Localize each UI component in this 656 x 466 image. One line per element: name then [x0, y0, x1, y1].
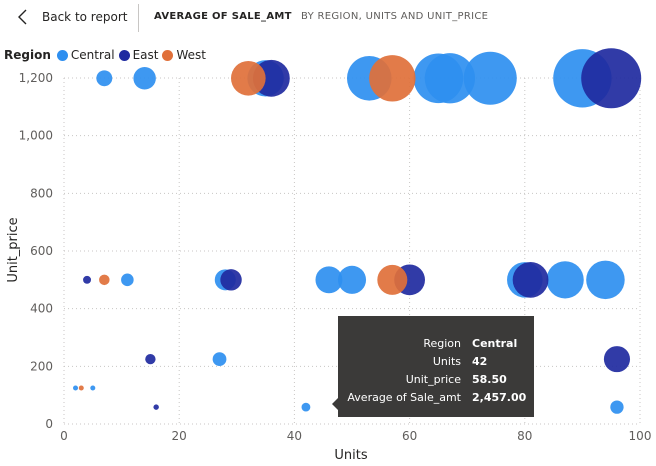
bubble-central[interactable]: [73, 385, 79, 391]
legend-label-east: East: [132, 48, 159, 62]
bubble-east[interactable]: [581, 48, 642, 109]
bubble-central[interactable]: [424, 53, 476, 104]
legend-title: Region: [4, 48, 51, 62]
x-tick-label: 100: [629, 429, 652, 443]
bubble-east[interactable]: [512, 261, 549, 298]
x-axis-ticks: 0 20 40 60 80 100: [60, 429, 651, 443]
back-label: Back to report: [42, 10, 128, 24]
vertical-scrollbar[interactable]: [651, 36, 656, 466]
legend-dot-west-icon: [162, 49, 174, 61]
bubble-west[interactable]: [377, 264, 408, 295]
y-tick-label: 400: [30, 302, 53, 316]
bubble-central[interactable]: [133, 67, 156, 90]
tooltip-label: Units: [432, 355, 461, 368]
y-axis-label: Unit_price: [6, 217, 21, 282]
chart-legend: Region Central East West: [4, 46, 210, 64]
tooltip-label: Region: [423, 337, 461, 350]
y-tick-label: 1,000: [19, 129, 53, 143]
legend-dot-east-icon: [118, 49, 130, 61]
x-tick-label: 80: [517, 429, 532, 443]
y-axis-ticks: 0 200 400 600 800 1,000 1,200: [19, 71, 53, 431]
bubble-central[interactable]: [301, 402, 311, 412]
x-tick-label: 40: [287, 429, 302, 443]
breadcrumb-measure: AVERAGE OF SALE_AMT: [154, 11, 292, 22]
legend-item-east[interactable]: East: [118, 48, 159, 62]
bubble-central[interactable]: [315, 266, 343, 294]
legend-item-central[interactable]: Central: [56, 48, 115, 62]
legend-item-west[interactable]: West: [162, 48, 206, 62]
x-tick-label: 20: [172, 429, 187, 443]
tooltip-row-region: Region Central: [338, 335, 534, 353]
tooltip-label: Unit_price: [405, 373, 461, 386]
tooltip-value: 58.50: [472, 373, 507, 386]
y-tick-label: 800: [30, 186, 53, 200]
x-tick-label: 60: [402, 429, 417, 443]
bubble-west[interactable]: [78, 385, 84, 391]
tooltip-row-unit-price: Unit_price 58.50: [338, 371, 534, 389]
chart-bubbles[interactable]: [73, 48, 642, 414]
bubble-east[interactable]: [153, 404, 159, 410]
breadcrumb-dimensions: BY REGION, UNITS AND UNIT_PRICE: [301, 11, 489, 22]
drillthrough-header: Back to report AVERAGE OF SALE_AMT BY RE…: [0, 0, 656, 36]
bubble-central[interactable]: [337, 265, 367, 294]
legend-dot-central-icon: [56, 49, 68, 61]
bubble-central[interactable]: [121, 273, 134, 287]
bubble-central[interactable]: [96, 70, 113, 87]
tooltip-row-average-sale-amt: Average of Sale_amt 2,457.00: [338, 389, 534, 407]
y-tick-label: 600: [30, 244, 53, 258]
bubble-central[interactable]: [610, 400, 624, 414]
tooltip-value: 2,457.00: [472, 391, 527, 404]
bubble-west[interactable]: [369, 55, 416, 102]
y-tick-label: 200: [30, 359, 53, 373]
bubble-central[interactable]: [586, 260, 625, 300]
bubble-east[interactable]: [83, 275, 92, 284]
bubble-east[interactable]: [220, 269, 242, 291]
bubble-west[interactable]: [230, 60, 266, 96]
bubble-west[interactable]: [99, 274, 110, 286]
data-point-tooltip: Region Central Units 42 Unit_price 58.50…: [332, 316, 534, 417]
bubble-central[interactable]: [212, 352, 227, 367]
tooltip-row-units: Units 42: [338, 353, 534, 371]
x-axis-label: Units: [334, 448, 367, 463]
back-to-report-button[interactable]: Back to report: [14, 4, 127, 30]
bubble-central[interactable]: [546, 261, 584, 299]
bubble-east[interactable]: [603, 346, 631, 373]
tooltip-value: Central: [472, 337, 518, 350]
bubble-east[interactable]: [145, 353, 156, 365]
tooltip-label: Average of Sale_amt: [347, 391, 461, 404]
legend-label-west: West: [176, 48, 206, 62]
x-tick-label: 0: [60, 429, 68, 443]
chevron-left-icon: [18, 9, 27, 25]
legend-label-central: Central: [70, 48, 115, 62]
y-tick-label: 0: [45, 417, 53, 431]
header-divider: [138, 4, 139, 32]
tooltip-value: 42: [472, 355, 488, 368]
y-tick-label: 1,200: [19, 71, 53, 85]
bubble-central[interactable]: [463, 51, 517, 105]
bubble-central[interactable]: [90, 385, 96, 391]
